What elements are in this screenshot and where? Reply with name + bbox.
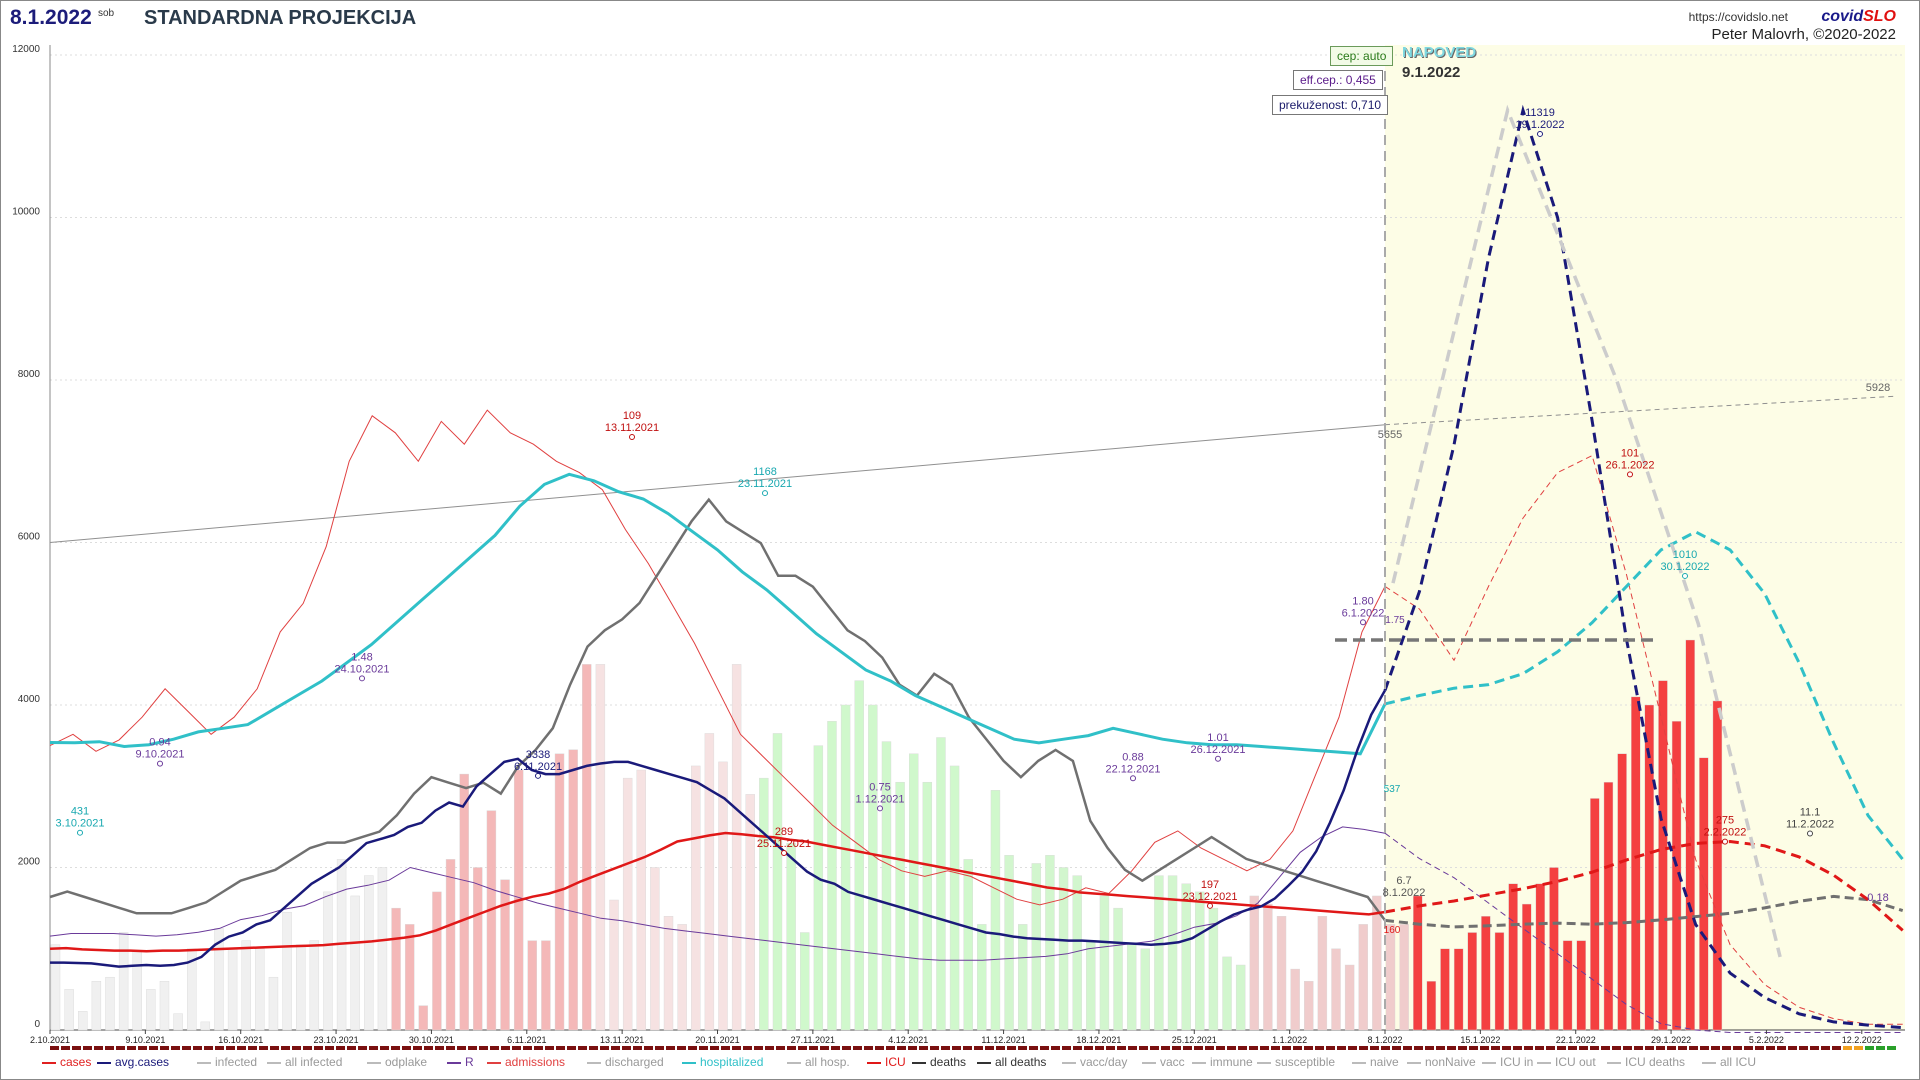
- legend-swatch: [367, 1061, 381, 1064]
- brand-covid: covid: [1821, 8, 1864, 25]
- legend-swatch: [1352, 1061, 1366, 1064]
- legend-item[interactable]: odplake: [367, 1055, 427, 1069]
- legend-swatch: [1062, 1061, 1076, 1064]
- legend-swatch: [1257, 1061, 1271, 1064]
- legend-item[interactable]: all ICU: [1702, 1055, 1756, 1069]
- legend-item[interactable]: deaths: [912, 1055, 966, 1069]
- legend-item[interactable]: avg.cases: [97, 1055, 169, 1069]
- legend-item[interactable]: discharged: [587, 1055, 664, 1069]
- legend-item[interactable]: infected: [197, 1055, 257, 1069]
- legend-swatch: [1192, 1061, 1206, 1064]
- legend-item[interactable]: cases: [42, 1055, 91, 1069]
- legend-label: ICU deaths: [1625, 1055, 1686, 1069]
- legend-swatch: [1407, 1061, 1421, 1064]
- legend-label: cases: [60, 1055, 92, 1069]
- legend-label: vacc: [1160, 1055, 1185, 1069]
- legend-item[interactable]: hospitalized: [682, 1055, 763, 1069]
- legend-label: nonNaive: [1425, 1055, 1476, 1069]
- param-prekuzenost[interactable]: prekuženost: 0,710: [1272, 95, 1389, 115]
- legend-label: vacc/day: [1080, 1055, 1128, 1069]
- legend-label: all deaths: [995, 1055, 1047, 1069]
- legend-swatch: [1607, 1061, 1621, 1064]
- param-eff-cep[interactable]: eff.cep.: 0,455: [1293, 70, 1383, 90]
- legend-label: all infected: [285, 1055, 343, 1069]
- legend-label: all ICU: [1720, 1055, 1757, 1069]
- legend-swatch: [487, 1061, 501, 1064]
- forecast-date: 9.1.2022: [1402, 64, 1461, 81]
- legend-label: naive: [1370, 1055, 1399, 1069]
- legend-label: ICU in: [1500, 1055, 1534, 1069]
- legend-item[interactable]: ICU out: [1537, 1055, 1596, 1069]
- legend-label: all hosp.: [805, 1055, 850, 1069]
- legend-label: deaths: [930, 1055, 967, 1069]
- legend-item[interactable]: admissions: [487, 1055, 565, 1069]
- legend-label: ICU out: [1555, 1055, 1596, 1069]
- legend-label: susceptible: [1275, 1055, 1336, 1069]
- forecast-label: NAPOVED: [1402, 44, 1477, 61]
- chart-date: 8.1.2022: [10, 6, 92, 29]
- legend-item[interactable]: ICU deaths: [1607, 1055, 1685, 1069]
- legend-label: odplake: [385, 1055, 428, 1069]
- legend-label: admissions: [505, 1055, 566, 1069]
- author-credit: Peter Malovrh, ©2020-2022: [1711, 26, 1897, 43]
- legend-swatch: [1537, 1061, 1551, 1064]
- legend-item[interactable]: vacc: [1142, 1055, 1185, 1069]
- legend-swatch: [912, 1061, 926, 1064]
- legend-label: avg.cases: [115, 1055, 170, 1069]
- legend-swatch: [1142, 1061, 1156, 1064]
- legend-swatch: [267, 1061, 281, 1064]
- site-url[interactable]: https://covidslo.net: [1688, 10, 1788, 24]
- legend-swatch: [42, 1061, 56, 1064]
- legend-swatch: [867, 1061, 881, 1064]
- legend-swatch: [787, 1061, 801, 1064]
- legend-item[interactable]: R: [447, 1055, 474, 1069]
- legend-item[interactable]: susceptible: [1257, 1055, 1335, 1069]
- legend-label: hospitalized: [700, 1055, 764, 1069]
- legend-item[interactable]: all deaths: [977, 1055, 1046, 1069]
- legend-label: infected: [215, 1055, 258, 1069]
- legend-item[interactable]: all infected: [267, 1055, 342, 1069]
- legend-swatch: [447, 1061, 461, 1064]
- legend-swatch: [587, 1061, 601, 1064]
- legend-item[interactable]: vacc/day: [1062, 1055, 1127, 1069]
- legend-label: ICU: [885, 1055, 906, 1069]
- legend-swatch: [197, 1061, 211, 1064]
- legend-item[interactable]: nonNaive: [1407, 1055, 1476, 1069]
- legend-swatch: [1482, 1061, 1496, 1064]
- legend-item[interactable]: ICU in: [1482, 1055, 1533, 1069]
- legend-label: R: [465, 1055, 474, 1069]
- legend-label: discharged: [605, 1055, 664, 1069]
- legend-swatch: [682, 1061, 696, 1064]
- legend-item[interactable]: naive: [1352, 1055, 1399, 1069]
- legend-item[interactable]: all hosp.: [787, 1055, 850, 1069]
- legend-swatch: [977, 1061, 991, 1064]
- chart-day: sob: [98, 8, 115, 19]
- param-cep[interactable]: cep: auto: [1330, 46, 1394, 66]
- legend: cases avg.cases infected all infected odplak…: [42, 1055, 1912, 1075]
- brand-logo: covidSLO: [1821, 8, 1896, 26]
- legend-item[interactable]: ICU: [867, 1055, 906, 1069]
- legend-label: immune: [1210, 1055, 1253, 1069]
- page-title: STANDARDNA PROJEKCIJA: [144, 7, 417, 29]
- legend-swatch: [97, 1061, 111, 1064]
- legend-swatch: [1702, 1061, 1716, 1064]
- legend-item[interactable]: immune: [1192, 1055, 1253, 1069]
- brand-slo: SLO: [1863, 8, 1896, 25]
